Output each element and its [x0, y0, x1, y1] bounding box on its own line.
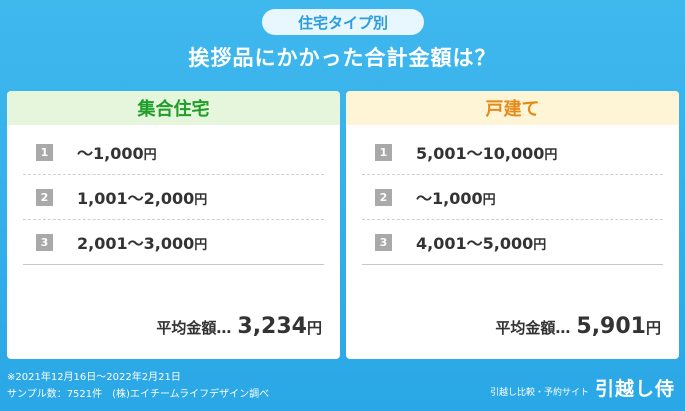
- yen-unit: 円: [194, 193, 208, 208]
- average-amount: 平均金額… 3,234 円: [156, 314, 322, 339]
- rank-value: 〜1,000円: [77, 140, 157, 164]
- rank-number: 3: [375, 233, 392, 251]
- yen-unit: 円: [482, 193, 496, 208]
- rank-range: 〜1,000: [416, 189, 483, 208]
- average-value: 3,234: [237, 314, 307, 339]
- brand: 引越し比較・予約サイト 引越し侍: [490, 374, 675, 401]
- rank-number: 2: [375, 188, 392, 206]
- rank-number: 1: [375, 143, 392, 161]
- rank-range: 2,001〜3,000: [77, 234, 195, 253]
- card-title: 戸建て: [346, 91, 679, 125]
- rank-number: 1: [36, 143, 53, 161]
- survey-sample: サンプル数：7521件 (株)エイチームライフデザイン調べ: [7, 389, 270, 400]
- rank-range: 4,001〜5,000: [416, 234, 534, 253]
- rank-range: 5,001〜10,000: [416, 144, 545, 163]
- brand-tagline: 引越し比較・予約サイト: [489, 388, 589, 398]
- house-card: 戸建て 1 5,001〜10,000円 2 〜1,000円 3 4,001〜5,…: [346, 91, 679, 359]
- average-value: 5,901: [576, 314, 646, 339]
- survey-period: ※2021年12月16日〜2022年2月21日: [7, 372, 181, 383]
- rank-range: 〜1,000: [77, 144, 144, 163]
- page-title: 挨拶品にかかった合計金額は？: [188, 46, 497, 70]
- average-label: 平均金額…: [156, 319, 232, 337]
- average-amount: 平均金額… 5,901 円: [495, 314, 661, 339]
- average-unit: 円: [645, 319, 661, 337]
- average-label: 平均金額…: [495, 319, 571, 337]
- rank-number: 2: [36, 188, 53, 206]
- yen-unit: 円: [544, 148, 558, 163]
- rank-range: 1,001〜2,000: [77, 189, 195, 208]
- apartment-card: 集合住宅 1 〜1,000円 2 1,001〜2,000円 3 2,001〜3,…: [7, 91, 340, 359]
- rank-value: 5,001〜10,000円: [416, 140, 557, 164]
- rank-row: 2 1,001〜2,000円: [23, 175, 324, 220]
- rank-value: 4,001〜5,000円: [416, 230, 546, 254]
- rank-value: 2,001〜3,000円: [77, 230, 207, 254]
- yen-unit: 円: [143, 148, 157, 163]
- yen-unit: 円: [533, 238, 547, 253]
- category-badge: 住宅タイプ別: [262, 9, 424, 35]
- brand-logo: 引越し侍: [594, 378, 675, 400]
- rank-list: 1 〜1,000円 2 1,001〜2,000円 3 2,001〜3,000円: [7, 130, 340, 265]
- rank-row: 3 2,001〜3,000円: [23, 220, 324, 265]
- rank-row: 1 5,001〜10,000円: [362, 130, 663, 175]
- rank-row: 1 〜1,000円: [23, 130, 324, 175]
- rank-list: 1 5,001〜10,000円 2 〜1,000円 3 4,001〜5,000円: [346, 130, 679, 265]
- rank-row: 2 〜1,000円: [362, 175, 663, 220]
- card-title: 集合住宅: [7, 91, 340, 125]
- rank-number: 3: [36, 233, 53, 251]
- survey-note: ※2021年12月16日〜2022年2月21日 サンプル数：7521件 (株)エ…: [7, 369, 269, 403]
- rank-value: 〜1,000円: [416, 185, 496, 209]
- yen-unit: 円: [194, 238, 208, 253]
- average-unit: 円: [306, 319, 322, 337]
- rank-row: 3 4,001〜5,000円: [362, 220, 663, 265]
- rank-value: 1,001〜2,000円: [77, 185, 207, 209]
